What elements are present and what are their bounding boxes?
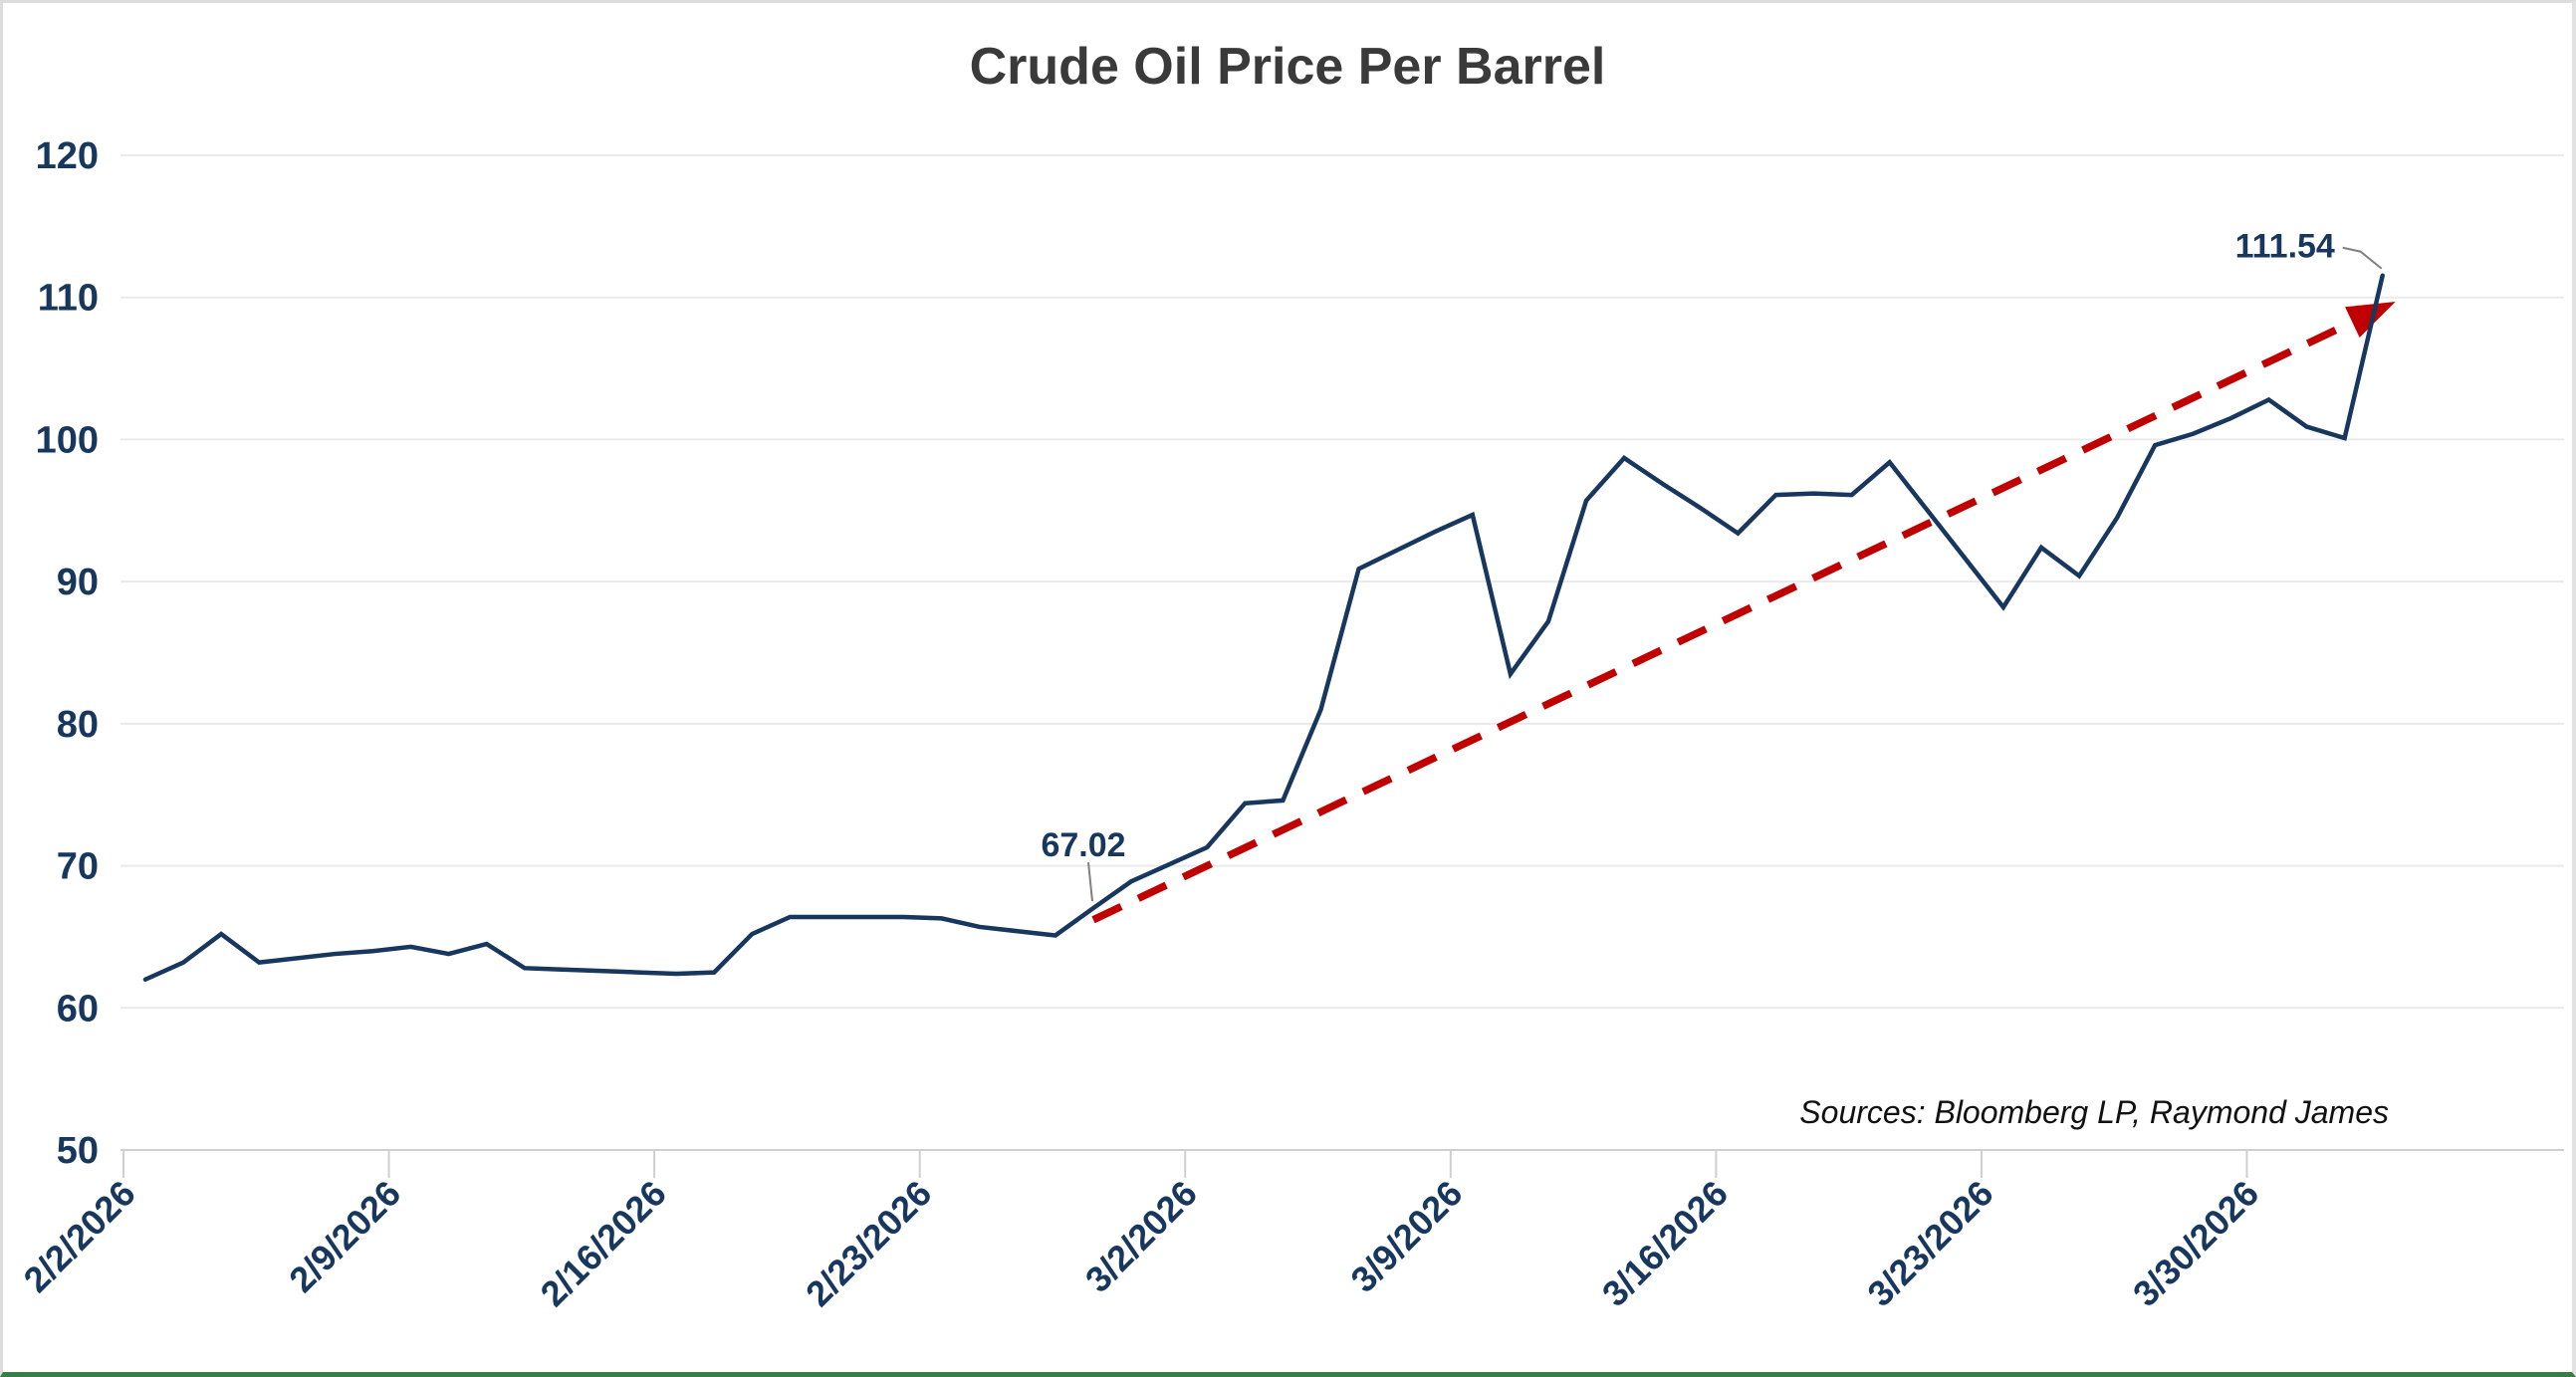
price-line xyxy=(142,273,2385,982)
y-axis-label: 100 xyxy=(36,419,99,461)
x-axis-label: 3/9/2026 xyxy=(1342,1173,1470,1300)
x-axis-label: 3/2/2026 xyxy=(1077,1173,1205,1300)
y-axis-label: 90 xyxy=(57,562,99,603)
y-axis-label: 50 xyxy=(57,1130,99,1172)
x-axis-label: 3/30/2026 xyxy=(2125,1173,2266,1314)
y-axis-label: 80 xyxy=(57,704,99,746)
data-callout-label: 67.02 xyxy=(1041,826,1125,864)
x-axis-label: 3/16/2026 xyxy=(1594,1173,1736,1314)
y-axis-label: 60 xyxy=(57,988,99,1030)
x-axis-label: 2/23/2026 xyxy=(798,1173,939,1314)
price-chart: 120 110 100 90 80 70 60 502/2/2026 2/9/2026 2/16/… xyxy=(16,135,2564,1314)
data-callout-label: 111.54 xyxy=(2235,228,2335,266)
chart-title: Crude Oil Price Per Barrel xyxy=(969,38,1606,96)
y-axis-label: 120 xyxy=(36,135,99,177)
y-axis-label: 110 xyxy=(38,278,99,320)
x-axis-label: 2/9/2026 xyxy=(281,1173,408,1300)
sources-note: Sources: Bloomberg LP, Raymond James xyxy=(1799,1094,2389,1130)
x-axis-label: 2/16/2026 xyxy=(533,1173,674,1314)
callout-leader xyxy=(1087,861,1093,902)
trend-arrow-line xyxy=(1091,313,2367,924)
y-axis-label: 70 xyxy=(57,846,99,888)
callout-leader xyxy=(2342,246,2383,270)
x-axis-label: 3/23/2026 xyxy=(1859,1173,2000,1314)
x-axis-label: 2/2/2026 xyxy=(16,1173,143,1300)
